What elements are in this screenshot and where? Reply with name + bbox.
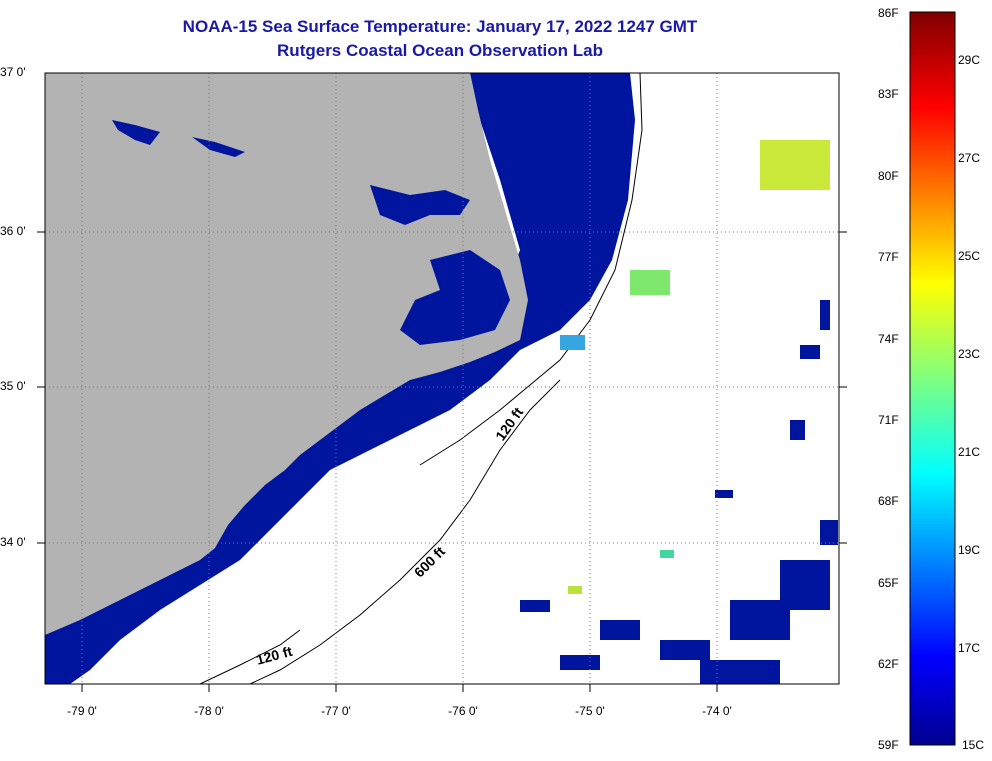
lon-label: -75 0'	[575, 704, 605, 718]
colorbar-f-label: 86F	[878, 6, 899, 20]
isobath-600ft	[249, 379, 561, 684]
lat-label: 37 0'	[0, 65, 26, 79]
colorbar-c-label: 23C	[958, 347, 981, 361]
albemarle-sound	[370, 185, 470, 225]
chart-subtitle: Rutgers Coastal Ocean Observation Lab	[277, 41, 603, 60]
chart-title: NOAA-15 Sea Surface Temperature: January…	[182, 17, 698, 36]
colorbar-f-label: 68F	[878, 494, 899, 508]
colorbar-f-label: 74F	[878, 332, 899, 346]
colorbar-c-label: 29C	[958, 53, 981, 67]
colorbar-f-label: 83F	[878, 87, 899, 101]
colorbar-c-label: 21C	[958, 445, 981, 459]
colorbar-c-label: 17C	[958, 641, 981, 655]
frame-ticks	[37, 231, 847, 692]
colorbar-f-label: 77F	[878, 250, 899, 264]
pamlico-sound	[400, 250, 510, 345]
colorbar-c-label: 15C	[962, 738, 985, 752]
kerr-lake	[112, 120, 160, 145]
colorbar-c-label: 19C	[958, 543, 981, 557]
lon-label: -76 0'	[448, 704, 478, 718]
lake-gaston	[192, 137, 245, 157]
colorbar-f-label: 62F	[878, 657, 899, 671]
lat-label: 36 0'	[0, 224, 26, 238]
lon-label: -78 0'	[194, 704, 224, 718]
lat-label: 35 0'	[0, 379, 26, 393]
colorbar-f-label: 65F	[878, 576, 899, 590]
colorbar-c-label: 25C	[958, 249, 981, 263]
colorbar-f-label: 71F	[878, 413, 899, 427]
colorbar-f-label: 59F	[878, 738, 899, 752]
lat-label: 34 0'	[0, 535, 26, 549]
graticule	[45, 73, 839, 684]
map-frame	[44, 72, 840, 685]
lon-label: -79 0'	[67, 704, 97, 718]
lon-label: -74 0'	[702, 704, 732, 718]
offshore-data-speckle	[520, 300, 838, 684]
warm-patches	[560, 140, 830, 594]
isobath-120ft-south	[199, 629, 301, 684]
lon-label: -77 0'	[321, 704, 351, 718]
colorbar-f-label: 80F	[878, 169, 899, 183]
colorbar-c-label: 27C	[958, 151, 981, 165]
colorbar	[909, 11, 956, 746]
